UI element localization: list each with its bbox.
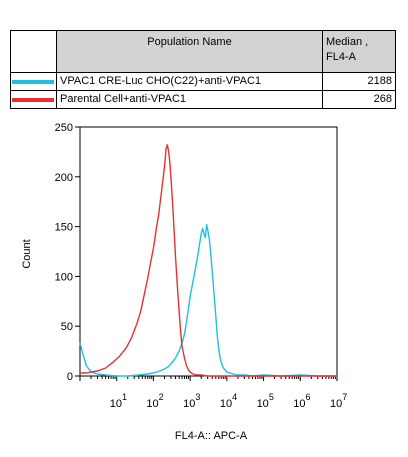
x-tick-exponent: 6 xyxy=(306,392,311,402)
x-tick-label: 101 xyxy=(110,392,127,410)
series-line-1 xyxy=(80,144,337,377)
legend-header-row: Population Name Median , FL4-A xyxy=(10,30,396,73)
y-tick-label: 200 xyxy=(55,172,73,184)
x-tick-exponent: 2 xyxy=(159,392,164,402)
x-tick-label: 107 xyxy=(330,392,347,410)
x-tick-label: 104 xyxy=(220,392,237,410)
legend-header-median: Median , FL4-A xyxy=(322,30,396,73)
legend-median-value: 268 xyxy=(322,90,396,109)
legend-swatch-cyan xyxy=(12,79,54,84)
legend-header-median-line1: Median , xyxy=(326,36,369,48)
x-tick-base: 10 xyxy=(293,398,305,410)
series-layer xyxy=(79,144,337,377)
plot-border xyxy=(79,126,338,377)
x-tick-label: 105 xyxy=(257,392,274,410)
legend-population-name: VPAC1 CRE-Luc CHO(C22)+anti-VPAC1 xyxy=(56,72,323,91)
legend-median-value: 2188 xyxy=(322,72,396,91)
x-tick-base: 10 xyxy=(110,398,122,410)
x-tick-base: 10 xyxy=(257,398,269,410)
y-axis-label: Count xyxy=(21,239,33,268)
x-tick-base: 10 xyxy=(330,398,342,410)
y-axis-ticks: 0 50 100 150 200 250 xyxy=(55,122,80,383)
x-tick-exponent: 3 xyxy=(195,392,200,402)
legend-header-median-line2: FL4-A xyxy=(326,51,356,63)
y-tick-label: 150 xyxy=(55,222,73,234)
legend-row-vpac1: VPAC1 CRE-Luc CHO(C22)+anti-VPAC1 2188 xyxy=(10,72,396,91)
x-tick-exponent: 1 xyxy=(122,392,127,402)
plot-frame xyxy=(79,126,338,377)
series-line-0 xyxy=(79,223,337,377)
y-tick-label: 250 xyxy=(55,122,73,134)
y-tick-label: 100 xyxy=(55,271,73,283)
legend-swatch-cell xyxy=(10,72,57,91)
legend-header-population: Population Name xyxy=(56,30,323,73)
legend-table: Population Name Median , FL4-A VPAC1 CRE… xyxy=(10,30,396,109)
x-axis-label: FL4-A:: APC-A xyxy=(175,430,248,442)
y-tick-label: 50 xyxy=(61,321,73,333)
legend-population-name: Parental Cell+anti-VPAC1 xyxy=(56,90,323,109)
x-tick-exponent: 5 xyxy=(269,392,274,402)
x-tick-exponent: 7 xyxy=(342,392,347,402)
legend-swatch-red xyxy=(12,97,54,102)
x-tick-base: 10 xyxy=(220,398,232,410)
x-tick-exponent: 4 xyxy=(232,392,237,402)
x-tick-label: 106 xyxy=(293,392,310,410)
legend-header-blank xyxy=(10,30,57,73)
legend-row-parental: Parental Cell+anti-VPAC1 268 xyxy=(10,90,396,109)
x-tick-label: 103 xyxy=(183,392,200,410)
y-tick-label: 0 xyxy=(67,371,73,383)
legend-swatch-cell xyxy=(10,90,57,109)
x-tick-base: 10 xyxy=(183,398,195,410)
x-tick-base: 10 xyxy=(146,398,158,410)
x-tick-label: 102 xyxy=(146,392,163,410)
